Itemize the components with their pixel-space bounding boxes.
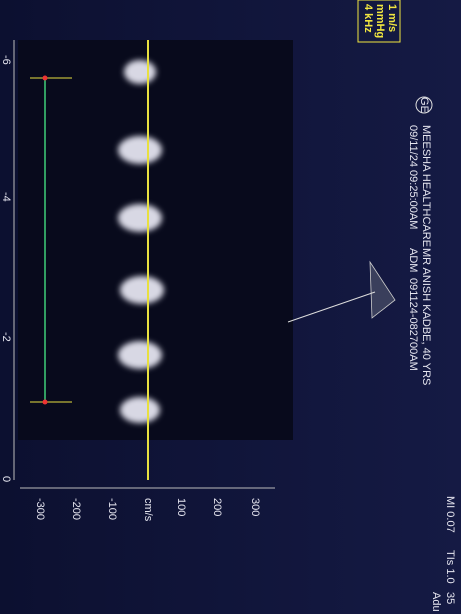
time-tick: -4 bbox=[0, 192, 12, 202]
velocity-tick: 300 bbox=[249, 498, 261, 516]
time-tick: -6 bbox=[0, 55, 12, 65]
extra: 35 bbox=[444, 592, 456, 604]
brand: GE bbox=[418, 97, 430, 113]
doppler-box bbox=[357, 0, 401, 43]
velocity-tick: -200 bbox=[70, 498, 82, 520]
velocity-tick: 100 bbox=[175, 498, 187, 516]
doppler-line: 1 m/s bbox=[386, 4, 398, 32]
tis: TIs 1.0 bbox=[444, 550, 456, 584]
datetime: 09/11/24 09:25:00AM bbox=[407, 125, 419, 229]
velocity-tick: 200 bbox=[211, 498, 223, 516]
time-tick: -2 bbox=[0, 332, 12, 342]
spectral-area bbox=[18, 40, 293, 440]
logo bbox=[415, 96, 433, 114]
mi: MI 0.07 bbox=[444, 496, 456, 533]
cursor-line bbox=[287, 291, 376, 323]
marker bbox=[42, 75, 48, 81]
marker bbox=[42, 399, 48, 405]
velocity-tick: -300 bbox=[34, 498, 46, 520]
time-tick: 0 bbox=[0, 476, 12, 482]
preset: Adu bbox=[430, 592, 442, 612]
operator: ADM bbox=[407, 248, 419, 272]
patient: MR ANISH KADBE, 40 YRS bbox=[420, 248, 432, 385]
doppler-line: mmHg bbox=[374, 4, 386, 38]
velocity-tick: -100 bbox=[106, 498, 118, 520]
sector-icon bbox=[369, 260, 396, 319]
exam-id: 091124-082700AM bbox=[407, 278, 419, 371]
doppler-line: 4 kHz bbox=[362, 4, 374, 33]
velocity-unit: cm/s bbox=[142, 498, 154, 522]
clinic: MEESHA HEALTHCARE bbox=[420, 125, 432, 247]
